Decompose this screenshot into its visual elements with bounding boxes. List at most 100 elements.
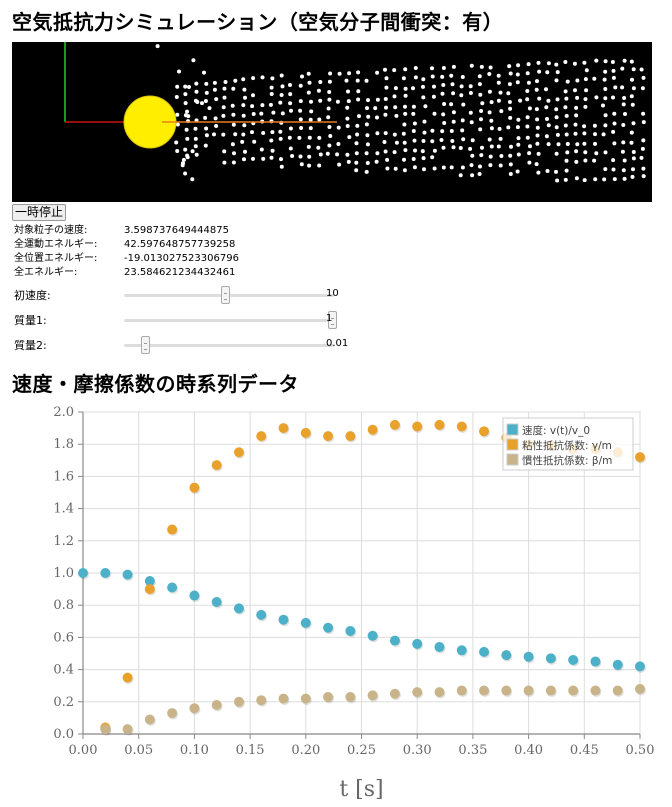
air-molecule bbox=[181, 157, 186, 162]
air-molecule bbox=[299, 162, 304, 167]
air-molecule bbox=[506, 91, 511, 96]
data-point bbox=[545, 653, 556, 664]
air-molecule bbox=[536, 60, 541, 65]
air-molecule bbox=[183, 147, 188, 152]
data-point bbox=[323, 431, 334, 442]
data-point bbox=[367, 690, 378, 701]
slider-handle[interactable] bbox=[220, 286, 230, 304]
air-molecule bbox=[441, 83, 446, 87]
air-molecule bbox=[316, 145, 321, 150]
data-point bbox=[211, 596, 222, 607]
air-molecule bbox=[307, 80, 312, 85]
air-molecule bbox=[496, 73, 501, 78]
air-molecule bbox=[300, 74, 304, 79]
air-molecule bbox=[288, 83, 292, 87]
air-molecule bbox=[204, 90, 209, 95]
air-molecule bbox=[430, 155, 435, 160]
air-molecule bbox=[375, 115, 379, 120]
air-molecule bbox=[364, 169, 369, 174]
air-molecule bbox=[487, 72, 492, 76]
air-molecule bbox=[354, 160, 359, 165]
air-molecule bbox=[204, 133, 209, 138]
air-molecule bbox=[459, 84, 464, 89]
legend-label: 粘性抵抗係数: γ/m bbox=[522, 439, 612, 452]
air-molecule bbox=[641, 174, 646, 179]
air-molecule bbox=[280, 111, 285, 116]
data-point bbox=[211, 460, 222, 471]
air-molecule bbox=[231, 112, 236, 117]
air-molecule bbox=[534, 87, 539, 92]
slider-track[interactable] bbox=[124, 286, 334, 304]
slider-handle[interactable] bbox=[327, 311, 337, 329]
air-molecule bbox=[489, 100, 494, 105]
air-molecule bbox=[564, 158, 569, 163]
air-molecule bbox=[525, 124, 530, 129]
air-molecule bbox=[460, 118, 465, 123]
air-molecule bbox=[203, 99, 208, 103]
air-molecule bbox=[183, 92, 188, 97]
x-tick-label: 0.05 bbox=[124, 743, 153, 758]
air-molecule bbox=[345, 116, 350, 121]
data-point bbox=[78, 568, 88, 578]
data-point bbox=[233, 447, 244, 458]
air-molecule bbox=[537, 96, 542, 101]
air-molecule bbox=[508, 172, 513, 176]
air-molecule bbox=[468, 146, 473, 151]
air-molecule bbox=[411, 104, 416, 109]
x-tick-label: 0.20 bbox=[291, 743, 320, 758]
air-molecule bbox=[193, 144, 198, 149]
air-molecule bbox=[411, 157, 416, 161]
slider-handle[interactable] bbox=[141, 336, 150, 354]
air-molecule bbox=[213, 116, 218, 121]
air-molecule bbox=[392, 94, 397, 99]
air-molecule bbox=[432, 166, 437, 171]
air-molecule bbox=[507, 82, 512, 87]
air-molecule bbox=[232, 151, 236, 156]
air-molecule bbox=[641, 120, 646, 125]
air-molecule bbox=[640, 86, 645, 91]
air-molecule bbox=[574, 176, 579, 181]
air-molecule bbox=[525, 115, 530, 120]
pause-button[interactable]: 一時停止 bbox=[12, 204, 67, 221]
air-molecule bbox=[451, 145, 456, 150]
data-point bbox=[256, 609, 267, 620]
air-molecule bbox=[298, 99, 303, 104]
air-molecule bbox=[383, 131, 388, 136]
air-molecule bbox=[307, 154, 312, 159]
air-molecule bbox=[470, 138, 475, 143]
air-molecule bbox=[631, 121, 636, 126]
data-point bbox=[122, 672, 133, 683]
air-molecule bbox=[534, 162, 539, 167]
air-molecule bbox=[488, 65, 493, 70]
air-molecule bbox=[191, 58, 196, 63]
simulation-canvas[interactable] bbox=[12, 42, 652, 202]
air-molecule bbox=[583, 104, 588, 109]
air-molecule bbox=[470, 153, 475, 158]
air-molecule bbox=[355, 123, 360, 128]
air-molecule bbox=[612, 121, 617, 126]
slider-track[interactable] bbox=[124, 311, 337, 329]
slider-mass1: 質量1: 1 bbox=[14, 311, 337, 329]
x-tick-label: 0.30 bbox=[403, 743, 432, 758]
air-molecule bbox=[180, 163, 185, 168]
slider-track[interactable] bbox=[124, 336, 334, 354]
air-molecule bbox=[584, 88, 589, 93]
data-point bbox=[345, 691, 356, 702]
air-molecule bbox=[449, 102, 454, 107]
data-point bbox=[479, 646, 490, 657]
air-molecule bbox=[278, 129, 283, 134]
y-tick-label: 1.0 bbox=[53, 566, 74, 581]
data-point bbox=[278, 693, 289, 704]
air-molecule bbox=[594, 58, 599, 63]
stat-value: -19.013027523306796 bbox=[124, 253, 239, 264]
air-molecule bbox=[365, 161, 370, 165]
air-molecule bbox=[459, 93, 464, 98]
air-molecule bbox=[214, 97, 219, 102]
air-molecule bbox=[620, 66, 625, 71]
air-molecule bbox=[563, 177, 568, 182]
slider-value: 10 bbox=[326, 288, 339, 299]
air-molecule bbox=[243, 149, 247, 154]
air-molecule bbox=[641, 75, 646, 80]
air-molecule bbox=[412, 138, 417, 143]
air-molecule bbox=[574, 159, 579, 164]
